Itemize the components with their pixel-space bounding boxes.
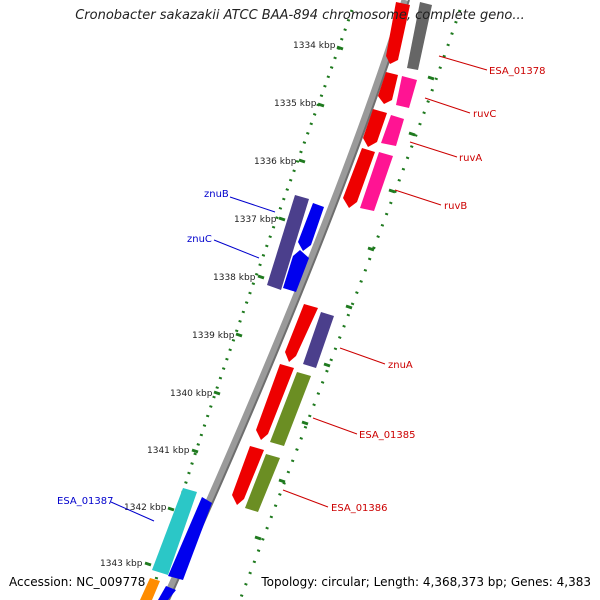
gene-ruvb[interactable] [360,152,393,211]
topology-text: Topology: circular; Length: 4,368,373 bp… [261,575,591,589]
gene-ruva[interactable] [381,115,404,146]
ruler-label-1335: 1335 kbp [274,99,317,109]
gene-ruvb-red[interactable] [343,148,375,208]
map-title: Cronobacter sakazakii ATCC BAA-894 chrom… [75,8,525,23]
gene-label-ruvc[interactable]: ruvC [473,109,496,120]
ruler-label-1341: 1341 kbp [147,446,190,456]
gene-label-znuc[interactable]: znuC [187,234,212,245]
ruler-label-1343: 1343 kbp [100,559,143,569]
gene-esa-01387-blue[interactable] [168,497,212,580]
gene-znub-blue[interactable] [298,203,324,251]
gene-labels: ESA_01378 ruvC ruvA ruvB znuA ESA_01385 … [57,66,546,514]
gene-label-esa-01386[interactable]: ESA_01386 [331,503,388,514]
gene-blue-partial[interactable] [158,586,176,600]
ruler-label-1338: 1338 kbp [213,273,256,283]
gene-label-esa-01378[interactable]: ESA_01378 [489,66,546,77]
ruler-ticks [144,45,435,567]
ruler-label-1340: 1340 kbp [170,389,213,399]
gene-esa-01387[interactable] [152,488,197,575]
gene-esa-01385-red[interactable] [256,364,294,440]
gene-znuc-blue[interactable] [283,250,309,292]
gene-ruvc-red[interactable] [378,72,398,104]
ruler-label-1339: 1339 kbp [192,331,235,341]
gene-esa-01385[interactable] [270,372,311,446]
gene-label-esa-01385[interactable]: ESA_01385 [359,430,416,441]
gene-ruva-red[interactable] [363,109,387,147]
gene-label-znua[interactable]: znuA [388,360,413,371]
ruler-label-1337: 1337 kbp [234,215,277,225]
gene-esa-01386[interactable] [245,454,280,512]
gene-znua-red[interactable] [285,304,318,362]
accession-text: Accession: NC_009778 [9,575,146,589]
gene-ruvc[interactable] [396,76,417,108]
gene-label-ruva[interactable]: ruvA [459,153,482,164]
gene-esa-01378[interactable] [407,2,432,70]
gene-znub[interactable] [267,195,309,290]
ruler-label-1334: 1334 kbp [293,41,336,51]
forward-gene-track [140,195,324,600]
backbone-shade [168,0,410,600]
ruler-labels: 1334 kbp 1335 kbp 1336 kbp 1337 kbp 1338… [100,41,336,569]
gene-label-ruvb[interactable]: ruvB [444,201,467,212]
leader-lines [110,55,488,522]
gene-orange-partial[interactable] [140,578,160,600]
gene-label-znub[interactable]: znuB [204,189,229,200]
gene-esa-01378-red[interactable] [386,2,410,64]
gene-label-esa-01387[interactable]: ESA_01387 [57,496,114,507]
ruler-label-1336: 1336 kbp [254,157,297,167]
reverse-gene-track [232,2,432,512]
gene-esa-01386-red[interactable] [232,446,264,505]
gene-znua[interactable] [303,312,334,368]
ruler-label-1342: 1342 kbp [124,503,167,513]
